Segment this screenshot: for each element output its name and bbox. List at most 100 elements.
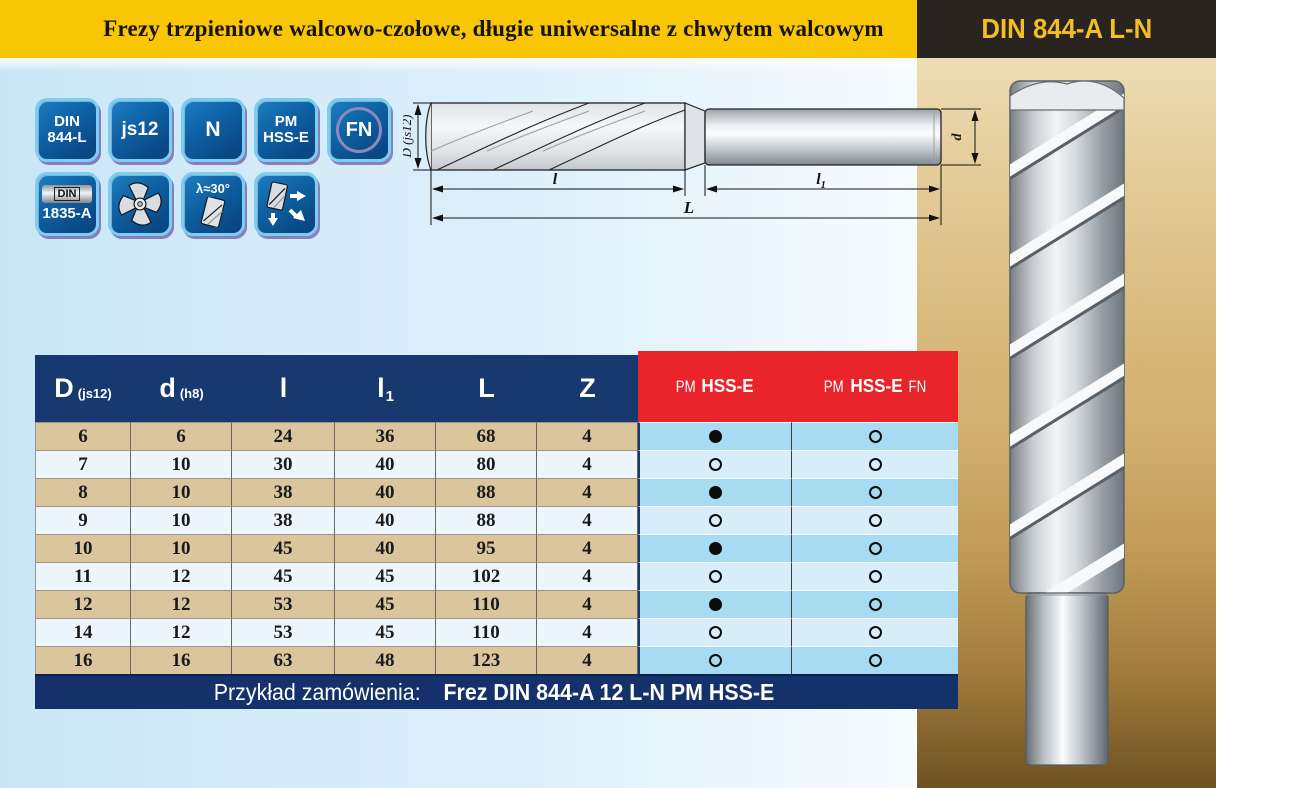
table-header-row: D (js12) d (h8) l l 1 L Z PM xyxy=(35,351,958,422)
column-header-Z: Z xyxy=(537,355,638,422)
spec-cell: 48 xyxy=(335,646,436,674)
open-dot-icon xyxy=(709,626,722,639)
spec-cell: 45 xyxy=(335,618,436,646)
spec-cell: 6 xyxy=(35,422,131,450)
badge-four-flutes xyxy=(108,172,172,236)
drawing-flutes xyxy=(430,102,686,171)
spec-cell: 10 xyxy=(131,478,232,506)
availability-cell xyxy=(638,450,792,478)
badge-label: 1835-A xyxy=(42,205,92,223)
cylindrical-shank-icon: DIN xyxy=(42,185,92,204)
dim-label-l: l xyxy=(553,171,558,188)
standard-label: DIN 844-A L-N xyxy=(981,13,1152,44)
spec-cell: 4 xyxy=(537,618,638,646)
table-row: 16 16 63 48 123 4 xyxy=(35,646,958,674)
dim-label-D: D (js12) xyxy=(403,115,414,159)
drawing-shank xyxy=(704,108,942,166)
open-dot-icon xyxy=(868,458,882,471)
spec-cell: 45 xyxy=(232,562,335,590)
spec-cell: 4 xyxy=(537,478,638,506)
helix-angle-mill-icon xyxy=(200,197,226,227)
table-row: 8 10 38 40 88 4 xyxy=(35,478,958,506)
spec-cell: 45 xyxy=(335,562,436,590)
spec-cell: 88 xyxy=(436,478,537,506)
drawing-neck xyxy=(684,102,706,171)
badge-din-844-l: DIN 844-L xyxy=(35,98,99,162)
availability-cell xyxy=(792,534,958,562)
spec-cell: 4 xyxy=(537,646,638,674)
availability-cell xyxy=(792,422,958,450)
open-dot-icon xyxy=(709,458,722,471)
availability-cell xyxy=(638,478,792,506)
spec-cell: 4 xyxy=(537,506,638,534)
order-example-value: Frez DIN 844-A 12 L-N PM HSS-E xyxy=(443,679,775,705)
column-header-D: D (js12) xyxy=(35,355,131,422)
filled-dot-icon xyxy=(709,486,722,499)
badge-type-n: N xyxy=(181,98,245,162)
open-dot-icon xyxy=(709,514,722,527)
dimension-drawing: D (js12) l l1 L d xyxy=(403,102,981,225)
badge-row-1: DIN 844-L js12 N PM HSS-E FN xyxy=(35,98,391,162)
spec-cell: 38 xyxy=(232,506,335,534)
spec-cell: 4 xyxy=(537,450,638,478)
spec-cell: 88 xyxy=(436,506,537,534)
filled-dot-icon xyxy=(709,598,722,611)
spec-cell: 10 xyxy=(131,506,232,534)
page-title: Frezy trzpieniowe walcowo-czołowe, długi… xyxy=(103,16,884,41)
badge-label: DIN xyxy=(54,112,80,130)
spec-cell: 102 xyxy=(436,562,537,590)
spec-cell: 12 xyxy=(131,562,232,590)
spec-cell: 45 xyxy=(232,534,335,562)
availability-cell xyxy=(792,646,958,674)
table-row: 7 10 30 40 80 4 xyxy=(35,450,958,478)
badge-helix-angle: λ≈30° xyxy=(181,172,245,236)
standard-bar: DIN 844-A L-N xyxy=(917,0,1216,58)
table-body: 6 6 24 36 68 4 7 10 30 40 80 4 8 10 38 40 88 4 9 10 38 40 88 4 1… xyxy=(35,422,958,674)
badge-fn-coating: FN xyxy=(327,98,391,162)
spec-cell: 45 xyxy=(335,590,436,618)
spec-cell: 24 xyxy=(232,422,335,450)
availability-cell xyxy=(638,618,792,646)
spec-cell: 6 xyxy=(131,422,232,450)
spec-cell: 9 xyxy=(35,506,131,534)
availability-cell xyxy=(792,506,958,534)
badge-label: DIN xyxy=(53,187,81,202)
spec-cell: 36 xyxy=(335,422,436,450)
badge-label: PM xyxy=(274,112,298,130)
open-dot-icon xyxy=(868,626,882,639)
table-row: 12 12 53 45 110 4 xyxy=(35,590,958,618)
product-photo-panel xyxy=(917,58,1216,788)
badge-label: HSS-E xyxy=(263,129,309,146)
open-dot-icon xyxy=(868,486,882,499)
open-dot-icon xyxy=(868,598,882,611)
filled-dot-icon xyxy=(709,542,722,555)
column-header-pm-hss-e: PM HSS-E xyxy=(675,376,754,396)
badge-label: FN xyxy=(345,118,373,141)
availability-cell xyxy=(638,646,792,674)
spec-cell: 10 xyxy=(35,534,131,562)
column-header-d: d (h8) xyxy=(131,355,232,422)
badge-tolerance-js12: js12 xyxy=(108,98,172,162)
open-dot-icon xyxy=(868,654,882,667)
availability-cell xyxy=(792,618,958,646)
spec-cell: 4 xyxy=(537,534,638,562)
spec-cell: 68 xyxy=(436,422,537,450)
table-row: 11 12 45 45 102 4 xyxy=(35,562,958,590)
spec-cell: 11 xyxy=(35,562,131,590)
spec-cell: 10 xyxy=(131,534,232,562)
spec-cell: 12 xyxy=(35,590,131,618)
spec-cell: 40 xyxy=(335,450,436,478)
availability-cell xyxy=(792,450,958,478)
badge-label: λ≈30° xyxy=(195,181,231,196)
table-row: 10 10 45 40 95 4 xyxy=(35,534,958,562)
spec-cell: 63 xyxy=(232,646,335,674)
filled-dot-icon xyxy=(709,430,722,443)
spec-cell: 12 xyxy=(131,618,232,646)
spec-cell: 123 xyxy=(436,646,537,674)
dim-label-L: L xyxy=(683,198,694,217)
spec-cell: 16 xyxy=(35,646,131,674)
spec-cell: 30 xyxy=(232,450,335,478)
badge-pm-hss-e: PM HSS-E xyxy=(254,98,318,162)
open-dot-icon xyxy=(868,430,882,443)
open-dot-icon xyxy=(868,542,882,555)
